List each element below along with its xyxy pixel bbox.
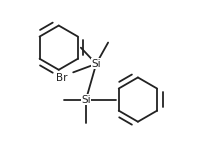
Text: Si: Si [81, 95, 91, 105]
Text: Si: Si [91, 59, 101, 69]
Text: Br: Br [56, 73, 67, 83]
